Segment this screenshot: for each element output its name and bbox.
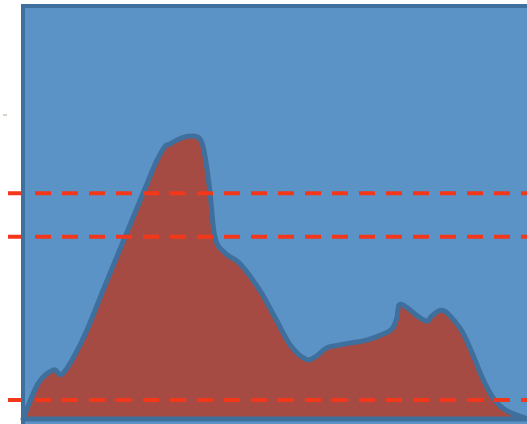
plot-frame xyxy=(21,4,527,424)
reference-lines xyxy=(8,191,527,402)
area-series xyxy=(20,133,527,422)
